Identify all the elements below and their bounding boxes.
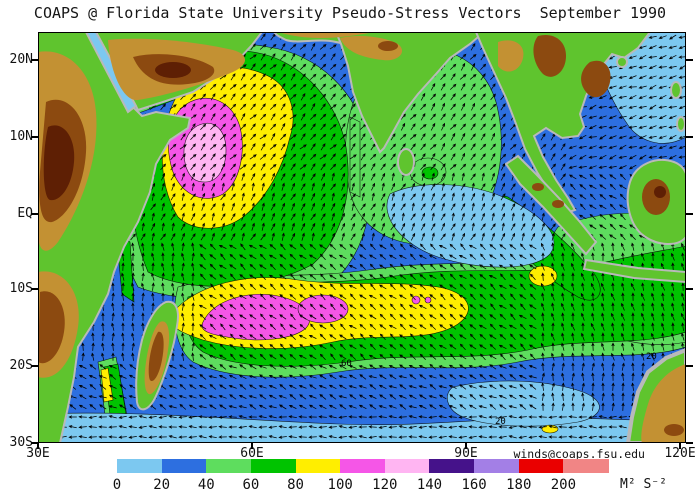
x-tick-label: 60E xyxy=(240,446,264,461)
land-sri-lanka xyxy=(397,148,415,176)
land-indochina xyxy=(474,32,652,215)
y-tick-mark xyxy=(31,213,38,215)
land-java xyxy=(582,258,686,284)
map-area: 20 20 60 xyxy=(38,32,686,443)
colorbar-tick-label: 120 xyxy=(372,477,398,493)
credit-email: winds@coaps.fsu.edu xyxy=(513,447,645,461)
y-tick-mark xyxy=(31,59,38,61)
y-tick-mark-right xyxy=(686,288,693,290)
pseudo-stress-map: 20 20 60 xyxy=(38,32,686,443)
colorbar-segment xyxy=(250,459,297,473)
colorbar-tick-label: 0 xyxy=(112,477,122,493)
x-tick-label: 30E xyxy=(26,446,50,461)
colorbar-tick-label: 80 xyxy=(287,477,304,493)
colorbar-segment xyxy=(117,459,163,473)
colorbar-tick-label: 20 xyxy=(153,477,171,493)
page-title: COAPS @ Florida State University Pseudo-… xyxy=(33,4,667,22)
colorbar-segment xyxy=(161,459,207,473)
x-tick-mark xyxy=(37,443,39,449)
land-india xyxy=(334,32,486,154)
colorbar-segment xyxy=(340,459,386,473)
land-philippines xyxy=(670,81,682,99)
contour-label: 20 xyxy=(646,352,657,362)
y-tick-label: 10N xyxy=(9,129,33,144)
y-tick-mark-right xyxy=(686,365,693,367)
colorbar-segment xyxy=(563,459,609,473)
colorbar-tick-label: 180 xyxy=(506,477,532,493)
land-philippines-2 xyxy=(676,116,686,132)
y-tick-mark xyxy=(31,365,38,367)
y-tick-mark-right xyxy=(686,136,693,138)
red-sea xyxy=(84,32,138,114)
y-tick-label: 20S xyxy=(9,358,33,373)
colorbar-units: M² S⁻² xyxy=(620,477,667,492)
topography xyxy=(38,32,686,443)
y-tick-mark-right xyxy=(686,59,693,61)
colorbar-tick-label: 60 xyxy=(242,477,260,493)
x-tick-label: 90E xyxy=(454,446,478,461)
y-tick-mark-right xyxy=(686,213,693,215)
x-tick-mark xyxy=(465,443,467,449)
colorbar-tick-label: 140 xyxy=(416,477,443,493)
contour-label: 60 xyxy=(341,359,352,369)
y-tick-mark xyxy=(31,136,38,138)
x-tick-mark xyxy=(251,443,253,449)
y-tick-label: 30S xyxy=(9,435,33,450)
colorbar-segment xyxy=(429,459,475,473)
y-tick-label: EQ xyxy=(17,206,33,221)
colorbar-segment xyxy=(474,459,520,473)
colorbar-segment xyxy=(384,459,430,473)
y-tick-label: 20N xyxy=(9,52,33,67)
x-tick-mark xyxy=(679,443,681,449)
colorbar-segment xyxy=(295,459,341,473)
contour-labels: 20 20 60 xyxy=(341,352,657,427)
x-tick-label: 120E xyxy=(664,446,696,461)
colorbar-tick-label: 100 xyxy=(327,477,353,493)
colorbar-tick-label: 200 xyxy=(550,477,577,493)
land-hainan xyxy=(616,56,628,68)
y-tick-mark xyxy=(31,288,38,290)
colorbar-segment xyxy=(518,459,564,473)
y-tick-mark-right xyxy=(686,442,693,444)
colorbar-segment xyxy=(206,459,252,473)
y-tick-label: 10S xyxy=(9,281,33,296)
land-sumatra xyxy=(504,154,598,256)
y-tick-mark xyxy=(31,442,38,444)
contour-label: 20 xyxy=(495,417,506,427)
colorbar-tick-label: 160 xyxy=(461,477,487,493)
colorbar-tick-label: 40 xyxy=(197,477,215,493)
